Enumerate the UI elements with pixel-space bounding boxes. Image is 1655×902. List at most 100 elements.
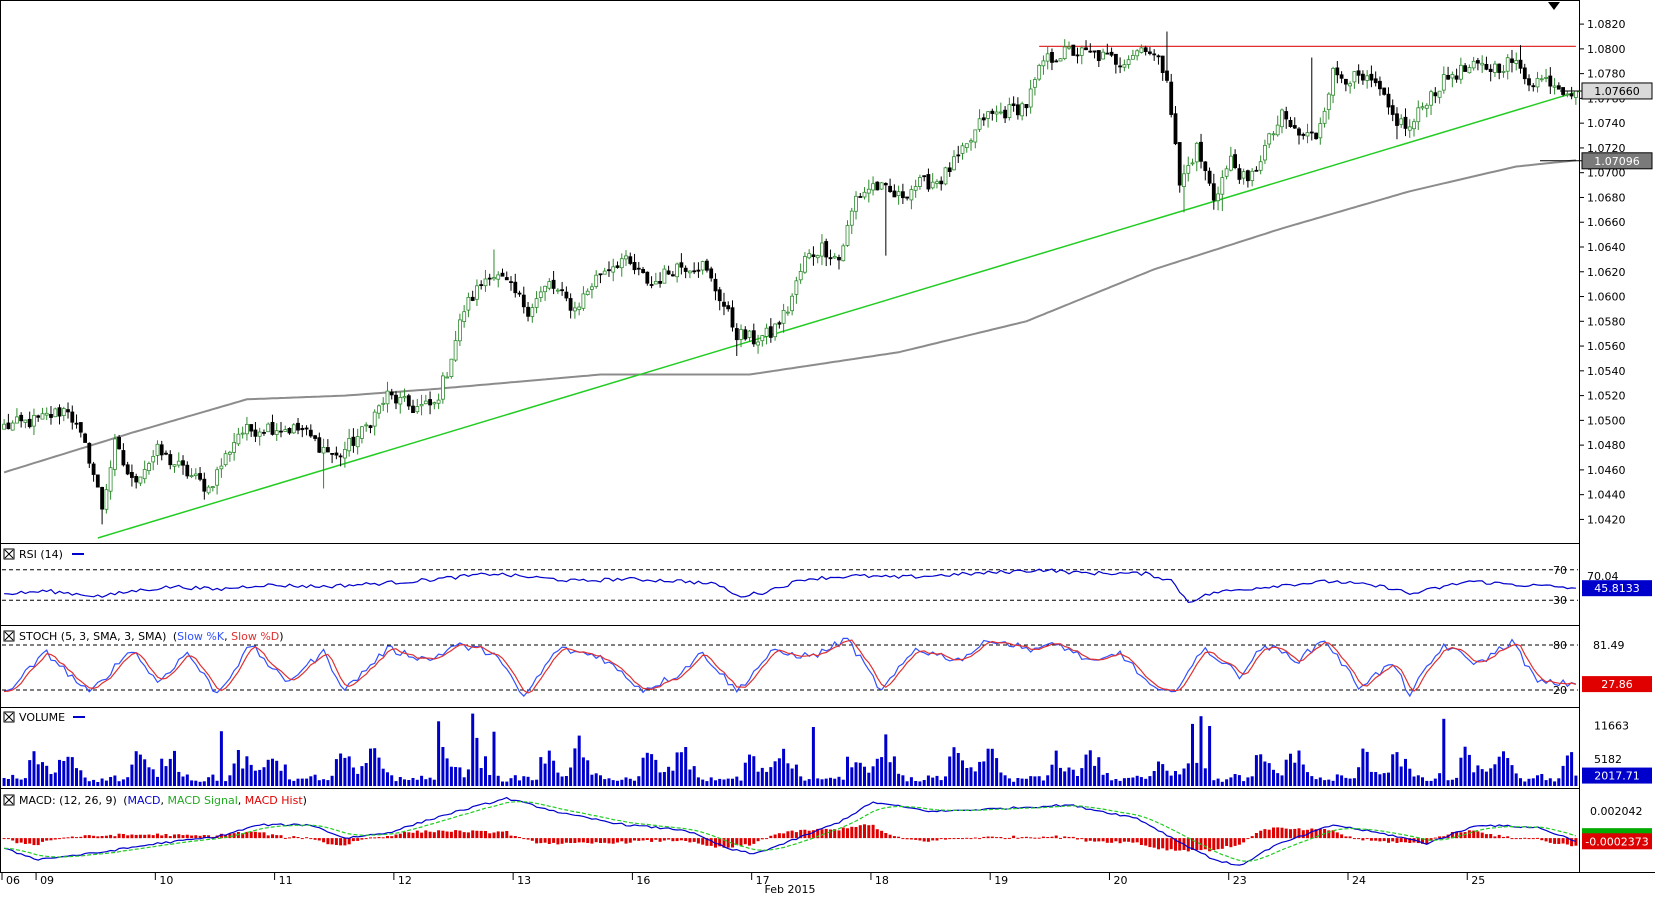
candle bbox=[70, 405, 75, 430]
candle-body bbox=[862, 191, 867, 198]
candle bbox=[1254, 166, 1259, 172]
candle-body bbox=[977, 118, 982, 130]
macd-hist-bar bbox=[543, 838, 547, 843]
macd-hist-bar bbox=[961, 838, 964, 840]
macd-hist-bar bbox=[1348, 836, 1352, 839]
candle bbox=[1190, 158, 1195, 166]
volume-bar bbox=[1101, 774, 1105, 786]
candle-body bbox=[381, 402, 386, 405]
candle bbox=[624, 250, 628, 266]
candle-body bbox=[1565, 93, 1570, 96]
candle bbox=[1152, 49, 1157, 61]
candle-body bbox=[683, 267, 688, 272]
candle-body bbox=[364, 424, 369, 427]
volume-bar bbox=[411, 778, 415, 786]
volume-bar bbox=[1037, 776, 1041, 786]
macd-hist-bar bbox=[232, 833, 236, 839]
candle bbox=[87, 442, 92, 468]
candle bbox=[594, 270, 599, 289]
macd-hist-bar bbox=[496, 831, 500, 839]
macd-hist-bar bbox=[351, 838, 355, 842]
price-tick-label: 1.0460 bbox=[1587, 464, 1626, 477]
candle-body bbox=[1335, 67, 1340, 76]
macd-hist-bar bbox=[1510, 838, 1514, 840]
macd-hist-bar bbox=[1203, 838, 1207, 850]
macd-hist-bar bbox=[611, 838, 615, 844]
macd-hist-bar bbox=[765, 838, 769, 840]
candle bbox=[240, 426, 245, 439]
macd-hist-bar bbox=[1033, 837, 1037, 839]
candle-body bbox=[858, 196, 863, 198]
volume-value-box bbox=[1582, 767, 1652, 784]
candle bbox=[743, 326, 748, 341]
candle bbox=[568, 293, 573, 319]
candle bbox=[726, 301, 731, 312]
candle-body bbox=[1527, 78, 1531, 86]
volume-bar bbox=[432, 779, 436, 786]
macd-hist-bar bbox=[1267, 829, 1271, 839]
candle-body bbox=[981, 117, 986, 121]
volume-bar bbox=[1404, 758, 1407, 786]
candle-body bbox=[641, 268, 645, 273]
candle-body bbox=[1096, 50, 1101, 62]
volume-bar bbox=[547, 750, 551, 786]
volume-bar bbox=[1093, 765, 1097, 786]
scroll-marker-icon[interactable] bbox=[1548, 2, 1560, 10]
candle-body bbox=[1297, 128, 1301, 136]
volume-bars bbox=[2, 713, 1578, 786]
candle bbox=[768, 318, 773, 343]
candle bbox=[922, 175, 927, 182]
candle-body bbox=[798, 270, 803, 281]
candle-body bbox=[1165, 70, 1169, 81]
svg-text:MACD: (12, 26, 9) (MACD,: MACD: (12, 26, 9) (MACD, MACD Signal, MA… bbox=[19, 794, 307, 807]
macd-hist-bar bbox=[978, 838, 982, 840]
candle bbox=[1194, 141, 1199, 172]
volume-bar bbox=[462, 777, 466, 786]
candle-body bbox=[23, 419, 28, 423]
macd-hist-bar bbox=[956, 838, 960, 839]
candle bbox=[181, 455, 185, 475]
macd-hist-bar bbox=[484, 831, 487, 839]
rsi-line bbox=[4, 568, 1576, 603]
candle-body bbox=[700, 261, 705, 271]
macd-hist-bar bbox=[1127, 838, 1131, 842]
candle bbox=[398, 391, 403, 414]
volume-bar bbox=[965, 768, 969, 786]
candle bbox=[321, 438, 326, 489]
day-label: 06 bbox=[6, 874, 20, 887]
candle bbox=[615, 261, 620, 269]
candle bbox=[440, 372, 445, 404]
candle bbox=[977, 109, 982, 132]
volume-bar bbox=[1527, 778, 1531, 786]
candle-body bbox=[57, 407, 62, 417]
volume-bar bbox=[1433, 778, 1437, 786]
volume-bar bbox=[381, 768, 385, 786]
candle-body bbox=[449, 358, 454, 378]
macd-hist-bar bbox=[501, 831, 504, 839]
candle-body bbox=[1356, 70, 1361, 76]
candle bbox=[751, 323, 756, 347]
macd-hist-bar bbox=[288, 837, 291, 839]
macd-hist-bar bbox=[126, 835, 130, 839]
candle-body bbox=[244, 423, 249, 435]
volume-bar bbox=[249, 764, 253, 786]
volume-bar bbox=[854, 762, 858, 786]
candle-body bbox=[1062, 46, 1067, 60]
candle bbox=[151, 450, 156, 471]
macd-hist-bar bbox=[692, 838, 696, 842]
macd-hist-bar bbox=[407, 832, 411, 839]
volume-bar bbox=[1570, 752, 1574, 786]
macd-hist-bar bbox=[1144, 838, 1148, 846]
volume-bar bbox=[1199, 716, 1203, 786]
candle-body bbox=[66, 409, 70, 413]
candle bbox=[32, 408, 36, 435]
candle-body bbox=[888, 185, 892, 193]
macd-hist-bar bbox=[1497, 834, 1501, 839]
volume-bar bbox=[1523, 781, 1527, 786]
volume-bar bbox=[1263, 761, 1267, 786]
candle-body bbox=[385, 390, 390, 405]
volume-bar bbox=[1097, 757, 1101, 786]
candle-body bbox=[615, 265, 620, 268]
macd-hist-bar bbox=[1335, 832, 1339, 839]
